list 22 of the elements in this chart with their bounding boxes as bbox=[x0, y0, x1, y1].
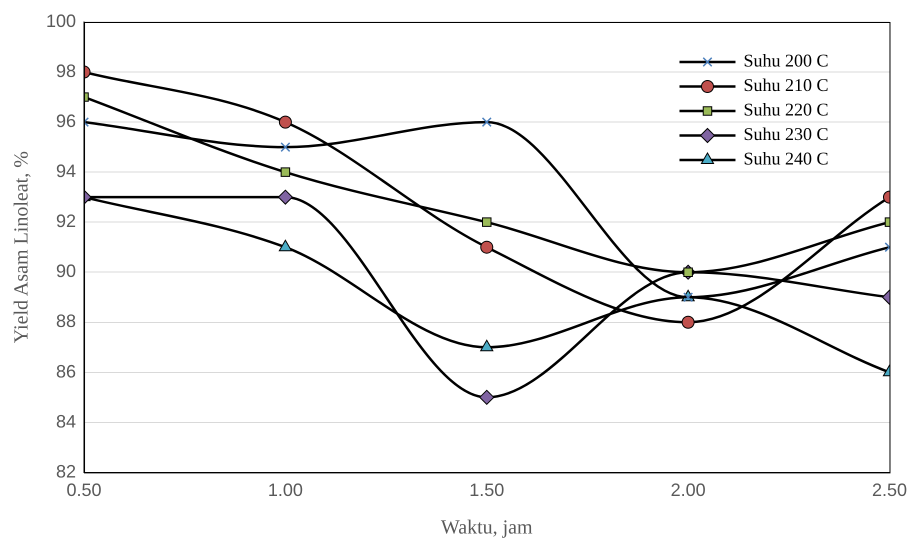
y-tick-label: 90 bbox=[56, 261, 76, 282]
x-tick-label: 2.50 bbox=[872, 480, 908, 500]
y-tick-label: 94 bbox=[56, 161, 76, 182]
y-tick-label: 96 bbox=[56, 111, 76, 132]
legend-label: Suhu 240 C bbox=[743, 148, 829, 169]
y-axis-title: Yield Asam Linoleat, % bbox=[10, 151, 32, 344]
x-tick-label: 0.50 bbox=[66, 480, 102, 500]
legend-label: Suhu 210 C bbox=[743, 75, 829, 96]
y-tick-label: 88 bbox=[56, 311, 76, 332]
x-axis-title: Waktu, jam bbox=[440, 516, 534, 538]
legend-label: Suhu 220 C bbox=[743, 100, 829, 120]
y-tick-label: 84 bbox=[56, 411, 76, 432]
y-tick-label: 92 bbox=[56, 211, 76, 232]
y-tick-label: 100 bbox=[46, 10, 76, 31]
x-tick-label: 2.00 bbox=[670, 480, 706, 500]
x-tick-label: 1.50 bbox=[469, 480, 504, 500]
legend-label: Suhu 200 C bbox=[743, 50, 829, 71]
y-tick-label: 82 bbox=[56, 461, 76, 482]
y-tick-label: 86 bbox=[56, 361, 76, 382]
x-tick-label: 1.00 bbox=[268, 480, 303, 500]
legend-label: Suhu 230 C bbox=[743, 124, 829, 144]
y-tick-label: 98 bbox=[56, 61, 76, 82]
